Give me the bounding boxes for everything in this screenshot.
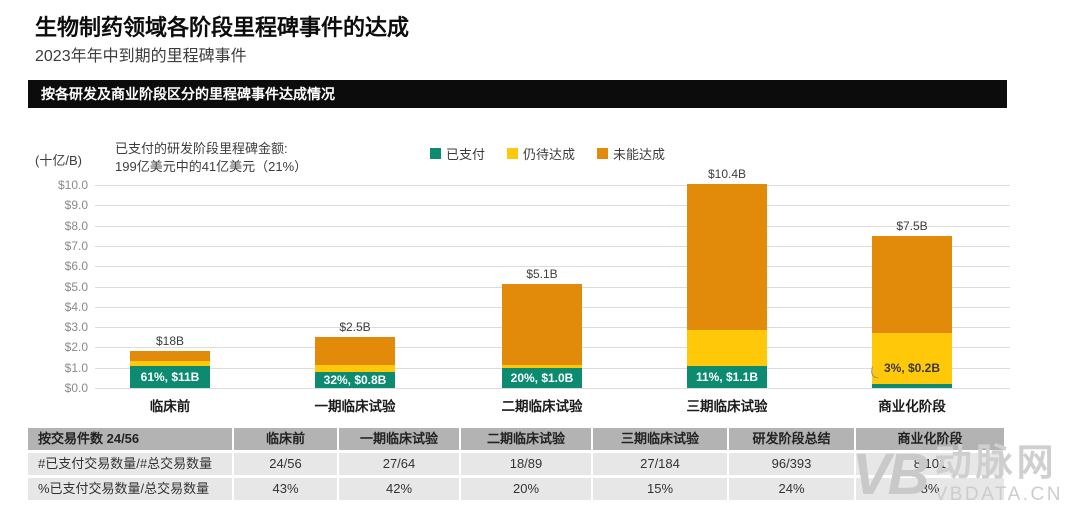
bar-segment-missed	[687, 184, 767, 331]
legend-item: 已支付	[430, 144, 485, 163]
bar-segment-paid	[130, 365, 210, 388]
page-subtitle: 2023年年中到期的里程碑事件	[35, 48, 247, 65]
y-axis-tick-label: $6.0	[64, 259, 88, 274]
gridline	[95, 245, 1010, 247]
annotation-line-2: 199亿美元中的41亿美元（21%）	[115, 158, 308, 174]
section-banner: 按各研发及商业阶段区分的里程碑事件达成情况	[28, 80, 1007, 108]
bar-segment-missed	[872, 235, 952, 334]
legend-item: 仍待达成	[507, 144, 575, 163]
bar-total-label: $10.4B	[707, 167, 747, 181]
stacked-bar-1: 61%, $11B	[130, 351, 210, 388]
paid-segment-label: 3%, $0.2B	[870, 361, 940, 379]
table-row: %已支付交易数量/总交易数量 43% 42% 20% 15% 24% 8%	[28, 478, 1004, 500]
table-cell: 24/56	[232, 453, 337, 475]
y-axis-tick-label: $8.0	[64, 218, 88, 233]
bar-segment-paid	[502, 367, 582, 388]
y-axis-tick-label: $10.0	[57, 178, 88, 192]
table-cell: 43%	[232, 478, 337, 500]
bar-total-label: $5.1B	[526, 267, 558, 282]
table-cell: 42%	[337, 478, 459, 500]
table-cell: #已支付交易数量/#总交易数量	[28, 453, 232, 475]
paid-segment-label: 32%, $0.8B	[323, 373, 387, 387]
y-axis-tick-label: $1.0	[64, 360, 88, 375]
table-header-cell: 研发阶段总结	[727, 428, 854, 450]
bar-segment-paid	[315, 371, 395, 388]
summary-table: 按交易件数 24/56 临床前 一期临床试验 二期临床试验 三期临床试验 研发阶段总结 商业…	[28, 428, 1004, 503]
table-header-cell: 商业化阶段	[854, 428, 1004, 450]
table-cell: %已支付交易数量/总交易数量	[28, 478, 232, 500]
stacked-bar-2: 32%, $0.8B	[315, 337, 395, 388]
legend-label: 仍待达成	[523, 147, 576, 162]
table-cell: 24%	[727, 478, 854, 500]
table-cell: 27/64	[337, 453, 459, 475]
table-cell: 96/393	[727, 453, 854, 475]
legend-swatch-icon	[507, 148, 519, 159]
x-axis-category-label: 三期临床试验	[686, 399, 768, 414]
paid-segment-label: 20%, $1.0B	[510, 371, 574, 386]
y-axis-tick-label: $3.0	[64, 320, 88, 335]
bar-segment-paid	[872, 383, 952, 388]
annotation-line-1: 已支付的研发阶段里程碑金额:	[115, 141, 288, 156]
y-axis-tick-label: $0.0	[64, 381, 88, 395]
table-row: #已支付交易数量/#总交易数量 24/56 27/64 18/89 27/184 96/3…	[28, 453, 1004, 475]
legend-label: 未能达成	[613, 147, 666, 162]
gridline	[95, 225, 1010, 227]
bar-segment-paid	[687, 365, 767, 388]
chart-plot-area: $10.0 $9.0 $8.0 $7.0 $6.0 $5.0 $4.0 $3.0 $2.0 $1.…	[58, 167, 1010, 414]
table-cell: 8%	[854, 478, 1004, 500]
stacked-bar-4: 11%, $1.1B	[687, 184, 767, 388]
paid-segment-label: 61%, $11B	[140, 370, 200, 385]
bar-segment-missed	[315, 337, 395, 365]
legend-swatch-icon	[597, 148, 609, 159]
y-axis-tick-label: $4.0	[64, 299, 88, 314]
legend-label: 已支付	[446, 147, 486, 162]
bar-total-label: $18B	[155, 334, 185, 349]
y-axis-tick-label: $2.0	[64, 340, 88, 355]
bar-segment-pending	[130, 360, 210, 366]
y-axis-unit-label: (十亿/B)	[35, 153, 82, 168]
table-header-cell: 二期临床试验	[459, 428, 591, 450]
table-cell: 20%	[459, 478, 591, 500]
stacked-bar-5: 3%, $0.2B	[870, 235, 952, 388]
table-header-cell: 按交易件数 24/56	[28, 428, 232, 450]
table-header-cell: 临床前	[232, 428, 337, 450]
chart-legend: 已支付 仍待达成 未能达成	[430, 144, 665, 163]
y-axis-tick-label: $7.0	[64, 238, 88, 253]
table-cell: 27/184	[591, 453, 727, 475]
bar-segment-pending	[315, 364, 395, 372]
bar-segment-missed	[502, 284, 582, 365]
bar-segment-pending	[687, 330, 767, 366]
x-axis-category-label: 临床前	[149, 399, 191, 414]
paid-segment-label: 11%, $1.1B	[695, 370, 759, 385]
chart-annotation: 已支付的研发阶段里程碑金额: 199亿美元中的41亿美元（21%）	[115, 140, 307, 175]
legend-swatch-icon	[430, 148, 441, 159]
page-title: 生物制药领域各阶段里程碑事件的达成	[35, 15, 410, 40]
table-cell: 18/89	[459, 453, 591, 475]
gridline	[95, 185, 1010, 186]
table-header-row: 按交易件数 24/56 临床前 一期临床试验 二期临床试验 三期临床试验 研发阶段总结 商业…	[28, 428, 1004, 450]
bar-segment-missed	[130, 351, 210, 361]
gridline	[95, 266, 1010, 268]
bar-total-label: $7.5B	[896, 218, 928, 233]
table-header-cell: 三期临床试验	[591, 428, 727, 450]
table-cell: 8/101	[854, 453, 1004, 475]
bar-segment-pending	[872, 333, 952, 384]
x-axis-category-label: 二期临床试验	[501, 399, 583, 414]
y-axis-tick-label: $9.0	[64, 198, 88, 213]
x-axis-category-label: 一期临床试验	[314, 399, 396, 414]
y-axis-tick-label: $5.0	[64, 279, 88, 294]
x-axis-category-label: 商业化阶段	[878, 399, 946, 414]
gridline	[95, 205, 1010, 207]
gridline	[95, 388, 1010, 389]
table-header-cell: 一期临床试验	[337, 428, 459, 450]
table-cell: 15%	[591, 478, 727, 500]
legend-item: 未能达成	[597, 144, 665, 163]
bar-segment-pending	[502, 364, 582, 368]
bar-total-label: $2.5B	[339, 320, 371, 335]
stacked-bar-3: 20%, $1.0B	[502, 284, 582, 388]
